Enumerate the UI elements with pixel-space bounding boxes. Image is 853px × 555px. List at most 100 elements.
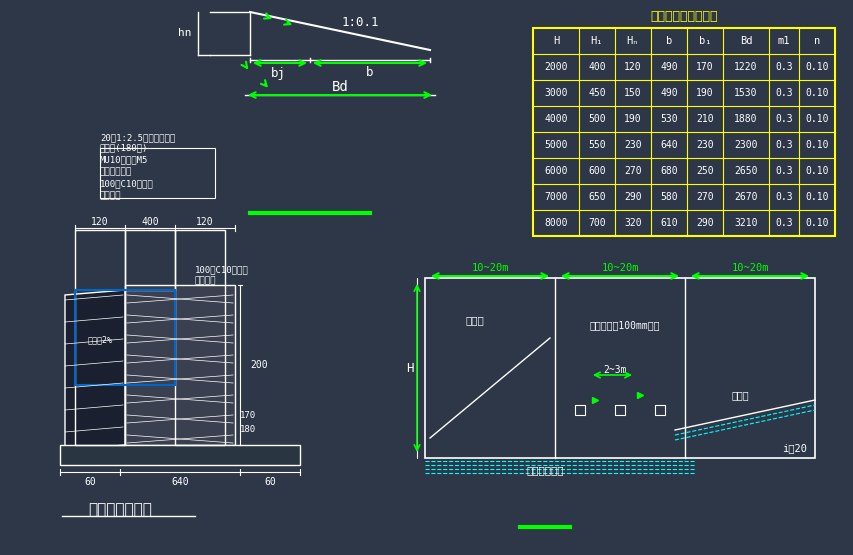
Text: 250: 250 [695, 166, 713, 176]
Text: 4000: 4000 [543, 114, 567, 124]
Bar [175, 230, 224, 445]
Text: 3000: 3000 [543, 88, 567, 98]
Text: 60: 60 [84, 477, 96, 487]
Bar [654, 405, 664, 415]
Text: 230: 230 [695, 140, 713, 150]
Text: 320: 320 [624, 218, 641, 228]
Text: b₁: b₁ [698, 36, 711, 46]
Text: 0.10: 0.10 [804, 114, 827, 124]
Text: 270: 270 [624, 166, 641, 176]
Text: 5000: 5000 [543, 140, 567, 150]
Text: 270: 270 [695, 192, 713, 202]
Text: 640: 640 [659, 140, 677, 150]
Text: b: b [665, 36, 671, 46]
Text: 2~3m: 2~3m [602, 365, 626, 375]
Text: 450: 450 [588, 88, 605, 98]
Text: 290: 290 [695, 218, 713, 228]
Text: 640: 640 [171, 477, 189, 487]
Text: 0.3: 0.3 [775, 140, 792, 150]
Text: 100厚C10混凝土: 100厚C10混凝土 [100, 179, 154, 189]
Text: 垫土夯实: 垫土夯实 [194, 276, 217, 285]
Text: H: H [552, 36, 559, 46]
Bar [75, 230, 125, 445]
Text: 0.3: 0.3 [775, 218, 792, 228]
Text: H₁: H₁ [590, 36, 602, 46]
Text: 7000: 7000 [543, 192, 567, 202]
Text: 190: 190 [624, 114, 641, 124]
Text: 490: 490 [659, 88, 677, 98]
Polygon shape [65, 290, 125, 450]
Text: 1880: 1880 [734, 114, 757, 124]
Text: 20厚1:2.5水泥砂浆抹面: 20厚1:2.5水泥砂浆抹面 [100, 134, 175, 143]
Text: 1220: 1220 [734, 62, 757, 72]
Text: Bd: Bd [331, 80, 348, 94]
Text: 3210: 3210 [734, 218, 757, 228]
Text: 1530: 1530 [734, 88, 757, 98]
Text: 变形缝: 变形缝 [465, 315, 484, 325]
Text: 纵向台阶基础: 纵向台阶基础 [525, 465, 563, 475]
Text: H: H [406, 361, 413, 375]
Text: 600: 600 [588, 166, 605, 176]
Text: 0.3: 0.3 [775, 166, 792, 176]
Text: 580: 580 [659, 192, 677, 202]
Text: 6000: 6000 [543, 166, 567, 176]
Text: 170: 170 [695, 62, 713, 72]
Text: 400: 400 [588, 62, 605, 72]
Text: 150: 150 [624, 88, 641, 98]
Text: 120: 120 [624, 62, 641, 72]
Text: 700: 700 [588, 218, 605, 228]
Text: 泄水孔孔径100mm左右: 泄水孔孔径100mm左右 [589, 320, 659, 330]
Text: 毛料石(180厚): 毛料石(180厚) [100, 144, 148, 153]
Text: 2650: 2650 [734, 166, 757, 176]
Text: 8000: 8000 [543, 218, 567, 228]
Text: 680: 680 [659, 166, 677, 176]
Text: i①20: i①20 [781, 443, 807, 453]
Text: 0.10: 0.10 [804, 192, 827, 202]
Text: 2670: 2670 [734, 192, 757, 202]
Text: 230: 230 [624, 140, 641, 150]
Text: 重力式挡土墙尺寸表: 重力式挡土墙尺寸表 [649, 9, 717, 23]
Text: 10~20m: 10~20m [730, 263, 768, 273]
Text: 60: 60 [264, 477, 276, 487]
Bar [60, 445, 299, 465]
Text: 0.10: 0.10 [804, 62, 827, 72]
Text: 排水坡2%: 排水坡2% [87, 336, 113, 345]
Text: 坡顶截水沟大样: 坡顶截水沟大样 [88, 502, 152, 517]
Text: 2000: 2000 [543, 62, 567, 72]
Text: 垫土夯实: 垫土夯实 [100, 191, 121, 200]
Text: 10~20m: 10~20m [471, 263, 508, 273]
Text: 210: 210 [695, 114, 713, 124]
Text: 530: 530 [659, 114, 677, 124]
Text: 200: 200 [250, 360, 267, 370]
Text: m1: m1 [777, 36, 789, 46]
Bar [614, 405, 624, 415]
Bar [574, 405, 584, 415]
Text: bj: bj [270, 67, 285, 79]
Text: 190: 190 [695, 88, 713, 98]
Text: 650: 650 [588, 192, 605, 202]
Text: b: b [366, 67, 374, 79]
Bar [100, 148, 215, 198]
Text: 290: 290 [624, 192, 641, 202]
Text: 0.3: 0.3 [775, 192, 792, 202]
Text: n: n [813, 36, 819, 46]
Text: Hₙ: Hₙ [626, 36, 639, 46]
Text: 地面线: 地面线 [730, 390, 748, 400]
Text: 0.10: 0.10 [804, 88, 827, 98]
Text: 水泥砂浆砌筑: 水泥砂浆砌筑 [100, 168, 132, 176]
Text: 490: 490 [659, 62, 677, 72]
Text: hn: hn [178, 28, 192, 38]
Bar [532, 28, 834, 236]
Text: 1:0.1: 1:0.1 [341, 16, 379, 28]
Text: 0.10: 0.10 [804, 166, 827, 176]
Text: 2300: 2300 [734, 140, 757, 150]
Text: MU10页岩砖M5: MU10页岩砖M5 [100, 155, 148, 164]
Text: 120: 120 [196, 217, 213, 227]
Bar [125, 230, 175, 290]
Text: 0.3: 0.3 [775, 62, 792, 72]
Text: Bd: Bd [739, 36, 751, 46]
Text: 180: 180 [240, 426, 256, 435]
Text: 610: 610 [659, 218, 677, 228]
Text: 170: 170 [240, 411, 256, 420]
Text: 400: 400 [141, 217, 159, 227]
